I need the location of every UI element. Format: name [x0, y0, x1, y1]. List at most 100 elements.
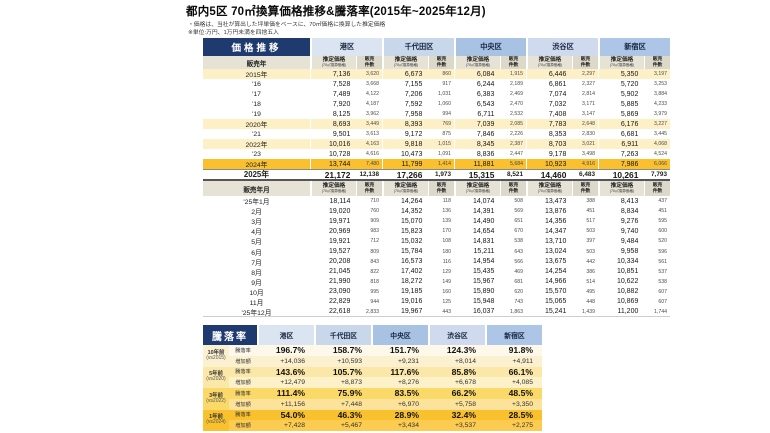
- change-ward-header-row: 港区 千代田区 中央区 渋谷区 新宿区: [257, 325, 542, 345]
- price-value: 8,413: [620, 197, 639, 205]
- count-value: 3,498: [582, 151, 595, 157]
- count-value: 1,973: [435, 171, 451, 178]
- price-value: 10,851: [616, 268, 639, 276]
- year-label: '18: [252, 100, 261, 108]
- amount-value: +8,873: [314, 377, 371, 388]
- count-value: 995: [370, 288, 379, 295]
- month-label: 9月: [251, 279, 262, 287]
- price-value: 22,829: [328, 298, 351, 306]
- chiyoda-cells: 8,393 769: [382, 119, 454, 129]
- sales-count-header: 販売 件数: [572, 56, 598, 69]
- shibuya-cells: 6,861 2,327: [526, 79, 598, 89]
- price-trend-table: 価格推移 港区 千代田区 中央区 渋谷区 新宿区 販売年: [203, 38, 670, 318]
- amount-value: +2,275: [485, 420, 542, 431]
- chuo-cells: 6,244 2,189: [454, 79, 526, 89]
- price-value: 19,020: [328, 207, 351, 215]
- monthly-row: 5月 19,921 712 15,032 108 14,831 538 13,710 3…: [203, 236, 670, 247]
- minato-cells: 20,969 983: [310, 226, 382, 237]
- rate-value: 124.3%: [428, 345, 485, 356]
- rate-row-label: 騰落率: [229, 366, 257, 378]
- monthly-row: 10月 23,090 995 19,185 160 15,890 620 15,570…: [203, 286, 670, 297]
- amount-row: 増加額 +14,036 +10,593 +9,231 +8,014 +4,911: [229, 355, 542, 367]
- price-value: 6,084: [476, 70, 495, 78]
- price-value: 14,966: [544, 278, 567, 286]
- price-section-header: 価格推移: [203, 38, 310, 56]
- count-value: 3,171: [582, 101, 595, 107]
- change-group-rows: 騰落率 54.0% 46.3% 28.9% 32.4% 28.5% 増加額 +7…: [229, 409, 542, 431]
- yearly-subheader-row: 販売年 推定価格 (70㎡換算価格) 販売 件数: [203, 56, 670, 69]
- shibuya-cells: 8,703 3,021: [526, 139, 598, 149]
- rate-value: 32.4%: [428, 409, 485, 421]
- count-value: 909: [370, 218, 379, 225]
- price-value: 19,016: [400, 298, 423, 306]
- shibuya-cells: 15,241 1,439: [526, 307, 598, 317]
- ward-header: 新宿区: [485, 325, 542, 345]
- sales-count-header: 販売 件数: [356, 181, 382, 196]
- monthly-subheader-row: 販売年月 推定価格 (70㎡換算価格) 販売 件数: [203, 181, 670, 196]
- count-value: 596: [658, 248, 667, 255]
- monthly-subheader-cells: 推定価格 (70㎡換算価格) 販売 件数 推定価格 (70㎡換算価格): [310, 181, 670, 196]
- shibuya-cells: 14,254 386: [526, 266, 598, 277]
- price-value: 14,954: [472, 258, 495, 266]
- rate-value: 91.8%: [485, 345, 542, 356]
- chiyoda-cells: 7,206 1,031: [382, 89, 454, 99]
- year-label: 2022年: [245, 142, 268, 149]
- chiyoda-cells: 15,784 180: [382, 246, 454, 257]
- chuo-cells: 15,948 743: [454, 296, 526, 308]
- subheader-group: 推定価格 (70㎡換算価格) 販売 件数: [598, 56, 670, 69]
- chiyoda-cells: 10,473 1,091: [382, 149, 454, 159]
- count-value: 743: [514, 298, 523, 305]
- change-group-rows: 騰落率 196.7% 158.7% 151.7% 124.3% 91.8% 増加…: [229, 345, 542, 367]
- price-value: 23,090: [328, 288, 351, 296]
- chuo-cells: 6,383 2,469: [454, 89, 526, 99]
- chuo-cells: 14,074 508: [454, 196, 526, 207]
- price-value: 6,446: [548, 70, 567, 78]
- price-value: 14,831: [472, 237, 495, 245]
- shinjuku-cells: 8,834 451: [598, 206, 670, 217]
- shinjuku-cells: 7,263 4,524: [598, 149, 670, 159]
- chiyoda-cells: 15,032 108: [382, 236, 454, 247]
- count-value: 4,616: [366, 151, 379, 157]
- change-group-rows: 騰落率 111.4% 75.9% 83.5% 66.2% 48.5% 増加額 +…: [229, 388, 542, 410]
- minato-cells: 23,090 995: [310, 286, 382, 297]
- shibuya-cells: 8,353 2,830: [526, 129, 598, 139]
- price-value: 14,391: [472, 207, 495, 215]
- count-value: 136: [442, 208, 451, 215]
- period-label: 3年前 (vs2022): [203, 388, 229, 410]
- count-value: 1,414: [438, 161, 451, 167]
- minato-cells: 9,501 3,613: [310, 129, 382, 139]
- chiyoda-cells: 19,185 160: [382, 286, 454, 297]
- amount-value: +4,085: [485, 377, 542, 388]
- count-value: 3,449: [366, 121, 379, 127]
- count-value: 538: [514, 238, 523, 245]
- chiyoda-cells: 7,958 994: [382, 109, 454, 119]
- price-value: 5,720: [620, 80, 639, 88]
- count-value: 125: [442, 298, 451, 305]
- rate-value: 48.5%: [485, 388, 542, 399]
- ward-header: 港区: [310, 38, 382, 56]
- count-value: 3,613: [366, 131, 379, 137]
- price-value: 10,728: [328, 150, 351, 158]
- amount-value: +7,448: [314, 398, 371, 410]
- shinjuku-cells: 10,622 538: [598, 276, 670, 287]
- price-value: 13,675: [544, 258, 567, 266]
- minato-cells: 13,744 7,480: [310, 159, 382, 169]
- chiyoda-cells: 16,573 116: [382, 256, 454, 267]
- shinjuku-cells: 6,681 3,445: [598, 129, 670, 139]
- price-value: 15,570: [544, 288, 567, 296]
- count-value: 2,085: [510, 121, 523, 127]
- chuo-cells: 15,890 620: [454, 286, 526, 297]
- rate-value: 151.7%: [371, 345, 428, 356]
- chiyoda-cells: 14,264 118: [382, 196, 454, 207]
- chiyoda-cells: 19,016 125: [382, 296, 454, 308]
- rate-row: 騰落率 143.6% 105.7% 117.6% 85.8% 66.1%: [229, 366, 542, 378]
- rate-value: 111.4%: [257, 388, 314, 399]
- sales-count-header: 販売 件数: [644, 56, 670, 69]
- price-value: 5,902: [620, 90, 639, 98]
- amount-value: +4,911: [485, 355, 542, 367]
- yearly-row: 2022年 10,016 4,163 9,818 1,015 8,345 2,387 …: [203, 139, 670, 149]
- price-value: 7,846: [476, 130, 495, 138]
- chiyoda-cells: 9,818 1,015: [382, 139, 454, 149]
- subheader-group: 推定価格 (70㎡換算価格) 販売 件数: [598, 181, 670, 196]
